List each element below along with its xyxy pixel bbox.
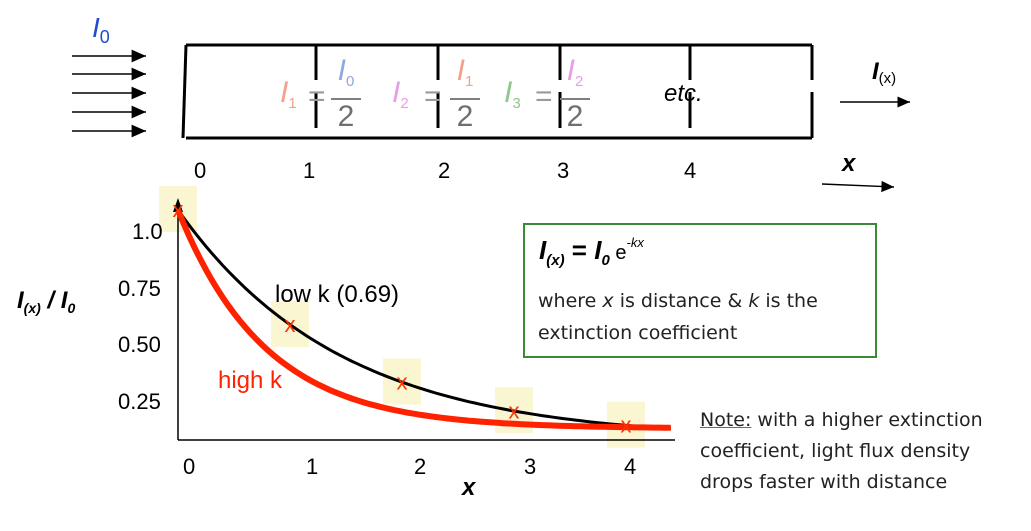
etc-label: etc. <box>664 80 703 107</box>
data-marker: x <box>397 370 408 395</box>
formula-exp: -kx <box>626 235 644 250</box>
note-line-3: drops faster with distance <box>700 471 948 493</box>
formula-description-line2: extinction coefficient <box>538 322 738 344</box>
distance-label: x <box>842 150 856 177</box>
formula-lhs: I <box>539 235 547 265</box>
desc1-b: is distance & <box>613 290 749 312</box>
x-axis-label: x <box>462 474 476 501</box>
eq1-lhs-sub: 1 <box>288 95 297 112</box>
data-marker: x <box>621 413 632 438</box>
distance-arrow <box>821 180 895 193</box>
medium-dividers <box>314 45 692 128</box>
formula-box: I(x) = I0 e-kx where x is distance & k i… <box>523 223 877 358</box>
formula-rhs-sub: 0 <box>601 252 610 269</box>
eq3-lhs: I <box>504 76 513 109</box>
formula-rhs: I <box>594 235 602 265</box>
eq3-num: I <box>566 54 575 87</box>
data-markers: x x x x x <box>173 197 632 438</box>
desc1-x: x <box>602 290 614 312</box>
incident-light-arrows <box>72 49 146 138</box>
y-tick-1.0: 1.0 <box>132 219 163 244</box>
eq3-equals: = <box>535 80 553 113</box>
output-label-main: I <box>872 58 879 85</box>
y-tick-0.75: 0.75 <box>118 276 161 301</box>
eq3-fraction: I2 2 <box>560 56 590 132</box>
eq2-fraction: I1 2 <box>450 56 480 132</box>
eq1-num: I <box>337 54 346 87</box>
x-tick-2: 2 <box>414 454 427 479</box>
data-marker: x <box>285 312 296 337</box>
equation-i3: I3 <box>504 76 521 112</box>
data-marker: x <box>173 197 184 222</box>
eq3-den: 2 <box>566 100 584 133</box>
position-label-2: 2 <box>438 158 451 183</box>
desc1-a: where <box>538 290 603 312</box>
eq2-lhs: I <box>392 76 401 109</box>
x-tick-1: 1 <box>306 454 319 479</box>
eq3-num-sub: 2 <box>575 73 584 90</box>
eq2-den: 2 <box>456 100 474 133</box>
low-k-label: low k (0.69) <box>275 281 400 308</box>
note-line1-text: with a higher extinction <box>751 409 983 431</box>
equation-i2: I2 <box>392 76 409 112</box>
desc1-c: is the <box>759 290 818 312</box>
y-label-main: I <box>17 287 24 314</box>
incident-intensity-label: I0 <box>92 12 110 48</box>
eq1-num-sub: 0 <box>346 73 355 90</box>
high-k-curve <box>175 208 671 431</box>
note-title: Note: <box>700 409 752 431</box>
eq3-lhs-sub: 3 <box>512 95 521 112</box>
note-line-2: coefficient, light flux density <box>700 440 971 462</box>
eq1-fraction: I0 2 <box>331 56 361 132</box>
low-k-curve <box>176 209 671 430</box>
eq1-den: 2 <box>337 100 355 133</box>
x-tick-4: 4 <box>624 454 637 479</box>
eq1-equals: = <box>308 80 326 113</box>
formula-eq: = <box>564 235 595 265</box>
graph-axes <box>173 198 675 441</box>
y-tick-0.50: 0.50 <box>118 332 161 357</box>
data-marker: x <box>509 398 520 423</box>
y-tick-0.25: 0.25 <box>118 389 161 414</box>
position-label-3: 3 <box>557 158 570 183</box>
position-label-4: 4 <box>684 158 697 183</box>
x-tick-0: 0 <box>183 454 196 479</box>
high-k-label: high k <box>218 367 283 394</box>
eq2-equals: = <box>424 80 442 113</box>
y-label-sub: (x) <box>23 300 41 316</box>
eq2-num-sub: 1 <box>465 73 474 90</box>
y-label-rest: / I <box>40 287 68 314</box>
note-line-1: Note: with a higher extinction <box>700 405 983 436</box>
formula-base: e <box>609 242 627 264</box>
desc1-k: k <box>748 290 760 312</box>
eq1-lhs: I <box>280 76 289 109</box>
y-axis-label: I(x) / I0 <box>17 287 75 316</box>
position-label-1: 1 <box>303 158 316 183</box>
equation-i1: I1 <box>280 76 297 112</box>
y-label-sub2: 0 <box>67 300 76 316</box>
formula-lhs-sub: (x) <box>546 252 565 269</box>
output-intensity-label: I(x) <box>872 58 896 87</box>
medium-box <box>181 43 814 140</box>
formula-equation: I(x) = I0 e-kx <box>539 235 644 269</box>
note-text: Note: with a higher extinction coefficie… <box>700 405 983 498</box>
eq2-num: I <box>456 54 465 87</box>
incident-label-sub: 0 <box>99 27 110 47</box>
x-tick-3: 3 <box>524 454 537 479</box>
formula-description-line1: where x is distance & k is the <box>538 289 818 313</box>
position-label-0: 0 <box>194 158 207 183</box>
output-label-sub: (x) <box>878 70 897 87</box>
eq2-lhs-sub: 2 <box>400 95 409 112</box>
incident-label-main: I <box>92 12 100 43</box>
